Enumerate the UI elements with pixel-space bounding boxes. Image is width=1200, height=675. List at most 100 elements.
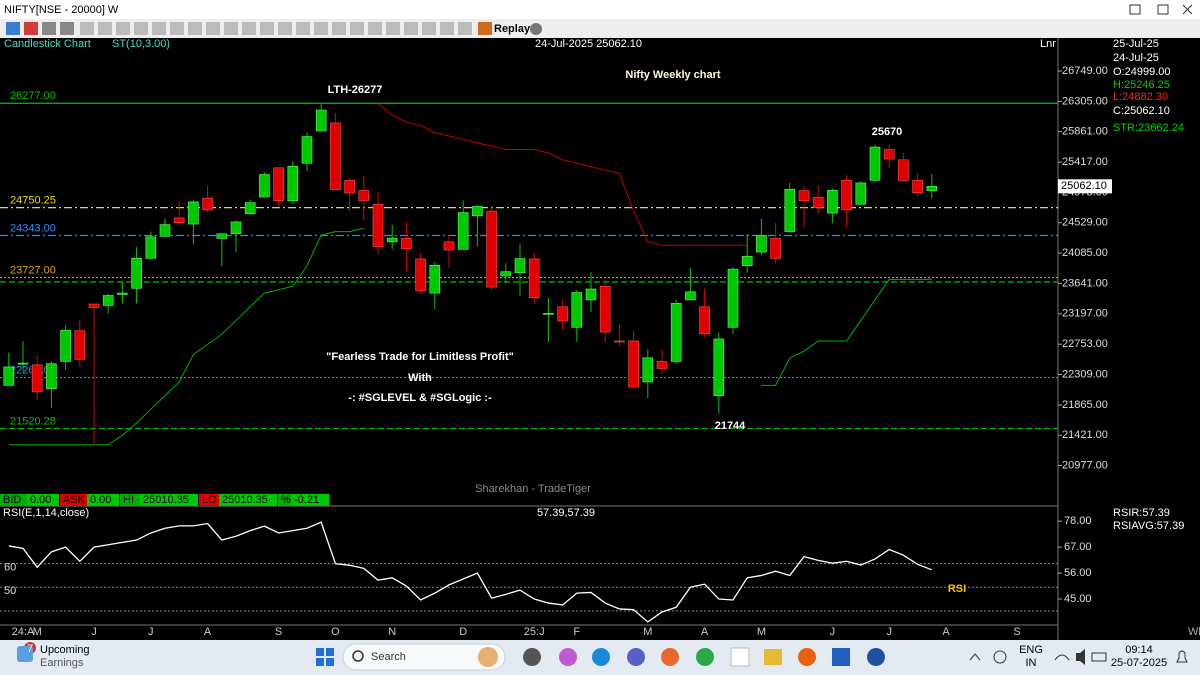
status-value: 0.00	[30, 494, 51, 506]
status-value-bg	[140, 494, 198, 506]
widget-icon[interactable]	[17, 646, 33, 662]
candle-body	[102, 295, 114, 306]
supertrend-line	[377, 102, 748, 246]
start-button[interactable]	[316, 648, 334, 666]
replay-button[interactable]: Replay	[494, 23, 531, 35]
search-box[interactable]	[342, 643, 506, 671]
status-label: %	[281, 494, 291, 506]
x-tick-label: J	[91, 626, 97, 638]
candle-body	[131, 257, 142, 289]
ohlc-info: 24-Jul-25	[1113, 52, 1159, 64]
rsi-y-tick-label: 78.00	[1064, 515, 1092, 527]
rsi-y-tick-label: 56.00	[1064, 567, 1092, 579]
candle-body	[770, 238, 781, 259]
candle-body	[883, 149, 895, 160]
ohlc-info: L:24882.30	[1113, 91, 1168, 103]
candle-body	[898, 159, 909, 181]
promo-message: -: #SGLEVEL & #SGLogic :-	[348, 392, 492, 404]
status-label-bg	[60, 494, 87, 506]
title-bar	[0, 0, 1200, 19]
candle-body	[216, 233, 228, 239]
candle-body	[88, 303, 100, 308]
language[interactable]: ENG	[1019, 644, 1043, 656]
candle-body	[557, 306, 568, 322]
status-label: HI	[123, 494, 134, 506]
window-title: NIFTY[NSE - 20000] W	[4, 4, 119, 16]
candle-body	[244, 202, 256, 215]
y-tick-label: 21421.00	[1062, 429, 1108, 441]
ohlc-info: H:25246.25	[1113, 79, 1170, 91]
candle-body	[500, 271, 512, 277]
rsi-y-tick-label: 45.00	[1064, 593, 1092, 605]
promo-message: With	[408, 372, 432, 384]
candle-body	[287, 165, 299, 202]
candle-body	[17, 362, 29, 365]
y-tick-label: 22753.00	[1062, 338, 1108, 350]
candle-body	[330, 122, 341, 190]
y-tick-label: 26749.00	[1062, 65, 1108, 77]
close-button[interactable]	[1182, 4, 1193, 15]
maximize-button[interactable]	[1157, 4, 1169, 15]
candle-body	[713, 338, 725, 396]
candle-body	[145, 236, 157, 259]
x-tick-label: J	[830, 626, 836, 638]
region[interactable]: IN	[1026, 657, 1037, 669]
rsi-info: RSIR:57.39	[1113, 507, 1170, 519]
candle-body	[259, 174, 270, 198]
candle-body	[443, 241, 455, 251]
candle-body	[230, 221, 242, 234]
status-value-bg	[27, 494, 59, 506]
y-tick-label: 26305.00	[1062, 95, 1108, 107]
rsi-label: RSI	[948, 583, 966, 595]
y-tick-label: 25861.00	[1062, 126, 1108, 138]
candle-body	[685, 291, 696, 301]
candle-body	[628, 340, 639, 388]
candle-body	[585, 288, 597, 301]
candle-body	[457, 212, 469, 250]
y-tick-label: 24529.00	[1062, 217, 1108, 229]
candle-body	[614, 340, 625, 343]
candle-body	[841, 180, 852, 211]
x-tick-label: S	[1013, 626, 1020, 638]
y-tick-label: 23641.00	[1062, 277, 1108, 289]
taskbar-apps[interactable]	[523, 647, 885, 667]
status-value: -0.21	[294, 494, 319, 506]
search-placeholder[interactable]: Search	[371, 651, 406, 663]
annotation: LTH-26277	[328, 84, 383, 96]
status-label-bg	[0, 494, 27, 506]
candle-body	[827, 190, 838, 214]
chart-layer: BID 0.00 ASK 0.00 HI 25010.35 LO 25010.35% -0.21…	[0, 38, 1184, 638]
ohlc-info: STR:23662.24	[1113, 122, 1184, 134]
minimize-button[interactable]	[1129, 4, 1141, 15]
candle-body	[3, 366, 15, 386]
toolbar-icons[interactable]	[6, 22, 542, 35]
candle-body	[372, 203, 384, 247]
level-label: 24343.00	[10, 222, 56, 234]
last-price-box	[1058, 179, 1112, 194]
candle-body	[31, 364, 43, 393]
candle-body	[344, 180, 355, 194]
widget-title[interactable]: Upcoming	[40, 644, 90, 656]
annotation: 25670	[872, 126, 903, 138]
x-tick-label: M	[643, 626, 652, 638]
level-label: 24750.25	[10, 195, 56, 207]
clock-date[interactable]: 25-07-2025	[1111, 657, 1167, 669]
ohlc-info: C:25062.10	[1113, 105, 1170, 117]
clock-time[interactable]: 09:14	[1125, 644, 1153, 656]
x-tick-label: A	[701, 626, 709, 638]
system-tray[interactable]	[969, 649, 1188, 665]
ohlc-info: O:24999.00	[1113, 66, 1171, 78]
rsi-line	[8, 521, 933, 623]
candle-body	[869, 146, 881, 181]
x-tick-label: O	[331, 626, 340, 638]
y-tick-label: 24085.00	[1062, 247, 1108, 259]
chart-background	[0, 38, 1200, 640]
candle-body	[514, 258, 526, 273]
widget-subtitle: Earnings	[40, 657, 84, 669]
candle-body	[415, 258, 426, 292]
x-tick-label: J	[148, 626, 154, 638]
candle-body	[926, 186, 938, 191]
candle-body	[159, 224, 171, 237]
status-value-bg	[87, 494, 119, 506]
rsi-level-label: 50	[4, 585, 16, 597]
